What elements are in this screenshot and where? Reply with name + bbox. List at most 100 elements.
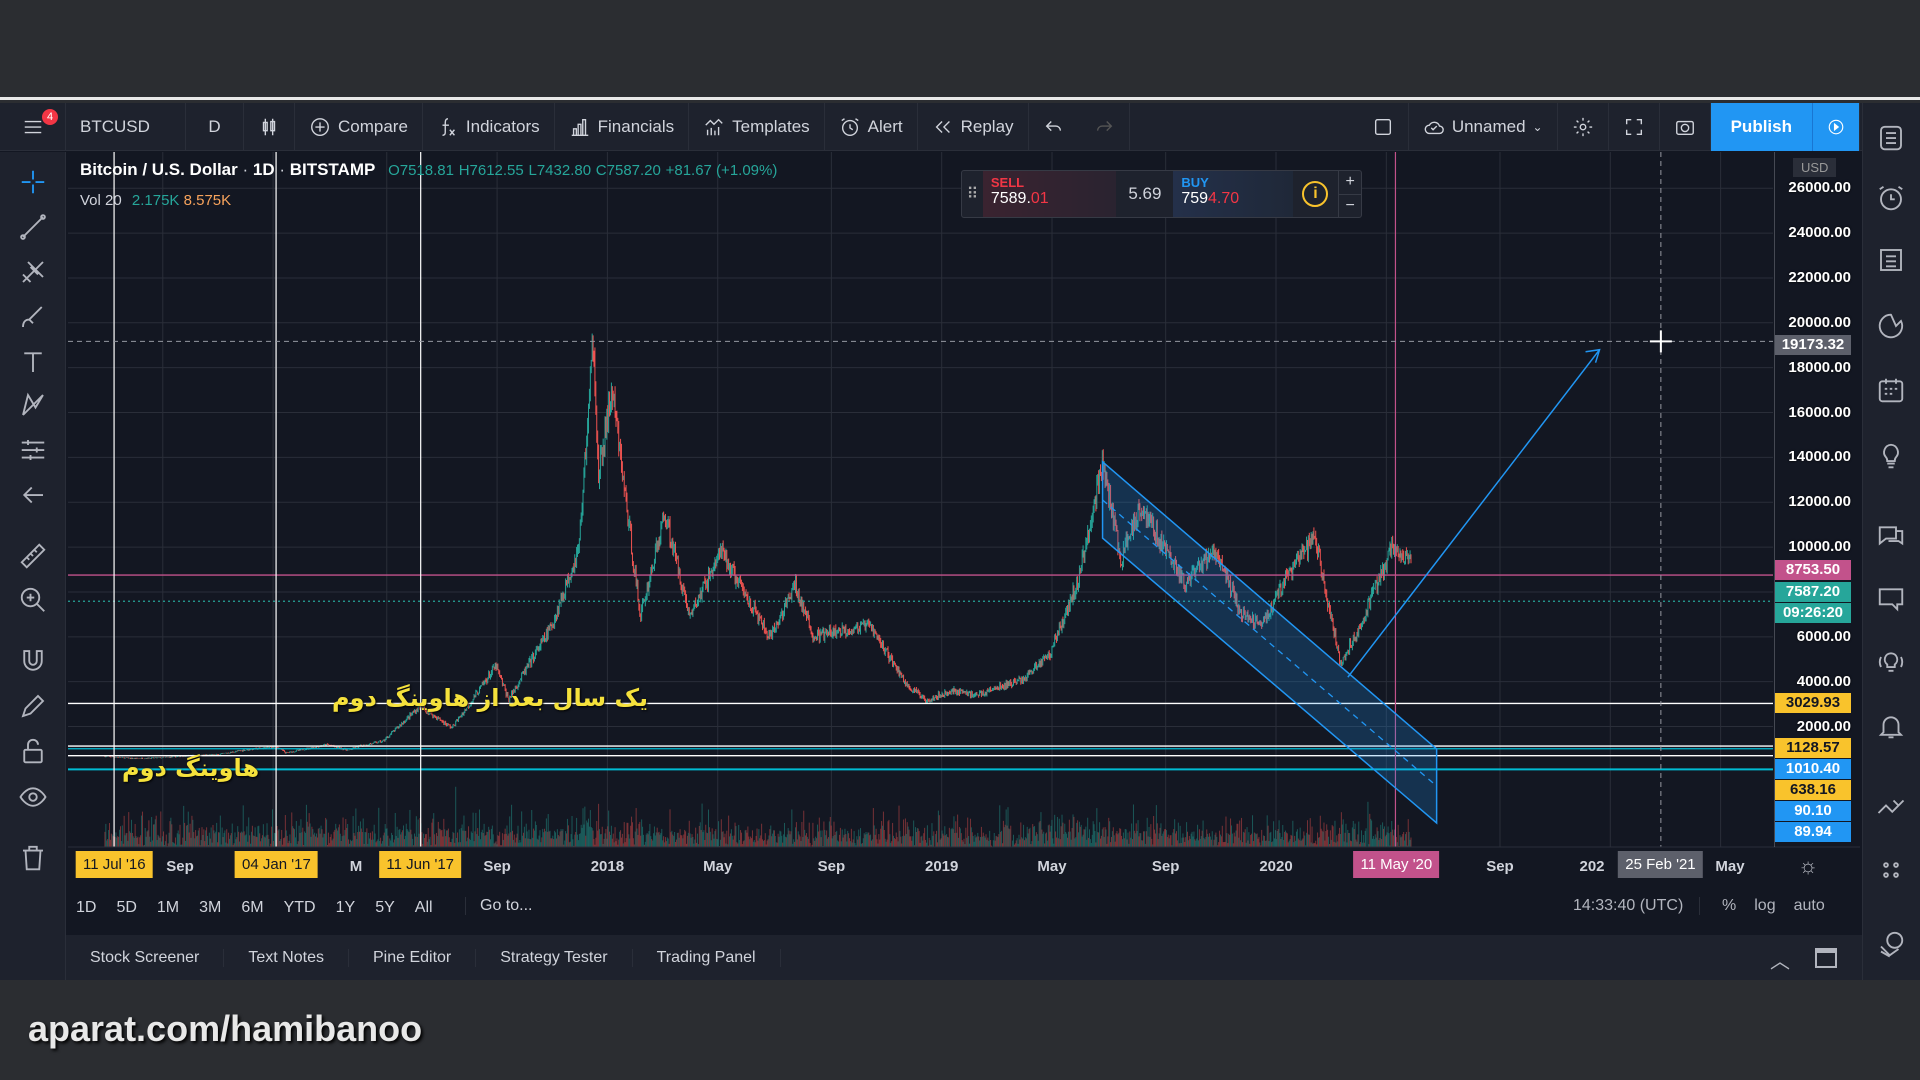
- sell-button[interactable]: SELL 7589.01: [982, 171, 1117, 217]
- watchlist-button[interactable]: [1876, 123, 1908, 155]
- more-button[interactable]: [1876, 855, 1908, 887]
- info-button[interactable]: i: [1293, 171, 1339, 217]
- range-all[interactable]: All: [414, 898, 433, 916]
- price-tick: 12000.00: [1788, 493, 1851, 511]
- quantity-minus-button[interactable]: −: [1339, 193, 1362, 218]
- annotation-one-year-after-halving[interactable]: یک سال بعد از هاوینگ دوم: [332, 684, 649, 712]
- scale-auto[interactable]: auto: [1793, 897, 1825, 914]
- tab-pine-editor[interactable]: Pine Editor: [349, 948, 477, 967]
- chats-button[interactable]: [1876, 521, 1908, 553]
- hide-drawings-button[interactable]: [18, 782, 48, 812]
- lock-drawings-button[interactable]: [18, 736, 48, 766]
- fib-tool[interactable]: [18, 257, 48, 287]
- magnet-tool[interactable]: [18, 646, 48, 676]
- sell-price-fraction: 01: [1030, 190, 1049, 207]
- templates-button[interactable]: Templates: [689, 102, 825, 151]
- replay-button[interactable]: Replay: [918, 102, 1029, 151]
- price-tick: 2000.00: [1796, 717, 1851, 735]
- time-tag: 11 Jul '16: [75, 851, 153, 878]
- volume-legend: Vol 20 2.175K 8.575K: [80, 192, 231, 209]
- clock-timezone[interactable]: 14:33:40 (UTC): [1573, 897, 1701, 915]
- range-5d[interactable]: 5D: [116, 898, 137, 916]
- indicators-button[interactable]: Indicators: [423, 102, 555, 151]
- magnet-icon: [23, 650, 43, 671]
- indicators-label: Indicators: [465, 116, 540, 136]
- range-6m[interactable]: 6M: [241, 898, 264, 916]
- streams-button[interactable]: [1876, 647, 1908, 679]
- ohlc-low: L7432.80: [528, 162, 592, 179]
- text-tool[interactable]: [18, 347, 48, 377]
- alerts-button[interactable]: [1876, 183, 1908, 215]
- symbol-search[interactable]: BTCUSD: [66, 102, 186, 151]
- brush-tool[interactable]: [18, 302, 48, 332]
- maximize-panel-icon[interactable]: [1815, 948, 1837, 968]
- chart-style-button[interactable]: [244, 102, 295, 151]
- interval-button[interactable]: D: [186, 102, 244, 151]
- calendar-button[interactable]: [1876, 375, 1908, 407]
- range-3m[interactable]: 3M: [199, 898, 222, 916]
- fullscreen-button[interactable]: [1609, 102, 1660, 151]
- tab-stock-screener[interactable]: Stock Screener: [66, 948, 225, 967]
- hotlists-button[interactable]: [1876, 311, 1908, 343]
- remove-drawings-button[interactable]: [18, 843, 48, 873]
- dom-button[interactable]: [1876, 793, 1908, 825]
- range-ytd[interactable]: YTD: [283, 898, 316, 916]
- crypto-button[interactable]: [1876, 929, 1908, 961]
- volume-value: 2.175K: [131, 192, 180, 209]
- layout-name: Unnamed: [1451, 116, 1526, 136]
- axis-settings-icon[interactable]: ☼: [1798, 853, 1819, 878]
- compare-button[interactable]: Compare: [295, 102, 423, 151]
- redo-button[interactable]: [1079, 102, 1130, 151]
- range-1y[interactable]: 1Y: [335, 898, 356, 916]
- tradingview-app: [0, 103, 1920, 980]
- range-1d[interactable]: 1D: [76, 898, 97, 916]
- back-button[interactable]: [18, 480, 48, 510]
- quantity-plus-button[interactable]: +: [1345, 173, 1355, 190]
- range-1m[interactable]: 1M: [156, 898, 180, 916]
- drag-handle-icon[interactable]: ⠿: [966, 186, 979, 203]
- measure-tool[interactable]: [18, 541, 48, 571]
- undo-icon: [1045, 120, 1061, 131]
- price-axis[interactable]: USD 26000.00 24000.00 22000.00 20000.00 1800…: [1774, 152, 1859, 847]
- zoom-tool[interactable]: [18, 585, 48, 615]
- menu-button[interactable]: 4: [0, 102, 66, 151]
- scale-percent[interactable]: %: [1722, 897, 1737, 914]
- snapshot-button[interactable]: [1660, 102, 1711, 151]
- publish-video-button[interactable]: [1812, 102, 1860, 151]
- tab-text-notes[interactable]: Text Notes: [224, 948, 349, 967]
- data-window-button[interactable]: [1876, 245, 1908, 277]
- layout-button[interactable]: [1358, 102, 1409, 151]
- range-5y[interactable]: 5Y: [375, 898, 395, 916]
- crosshair-tool[interactable]: [18, 167, 48, 197]
- tab-strategy-tester[interactable]: Strategy Tester: [476, 948, 633, 967]
- settings-button[interactable]: [1558, 102, 1609, 151]
- undo-button[interactable]: [1029, 103, 1079, 151]
- legend-exchange: BITSTAMP: [289, 160, 376, 179]
- price-tag: 8753.50: [1775, 560, 1851, 580]
- pattern-tool[interactable]: [18, 390, 48, 420]
- trendline-tool[interactable]: [18, 212, 48, 242]
- notifications-button[interactable]: [1876, 711, 1908, 743]
- tab-trading-panel[interactable]: Trading Panel: [633, 948, 781, 967]
- annotation-second-halving[interactable]: هاوینگ دوم: [122, 754, 260, 782]
- currency-label[interactable]: USD: [1793, 158, 1837, 177]
- financials-button[interactable]: Financials: [555, 102, 690, 151]
- text-icon: [24, 352, 42, 372]
- alert-label: Alert: [867, 116, 903, 136]
- ideas-button[interactable]: [1876, 441, 1908, 473]
- lightbulb-icon: [1883, 443, 1899, 469]
- grid-dots-icon: [1883, 862, 1899, 878]
- prediction-tool[interactable]: [18, 435, 48, 465]
- publish-button[interactable]: Publish: [1710, 102, 1812, 151]
- alert-button[interactable]: Alert: [825, 102, 918, 151]
- drawing-toolbar: [0, 152, 66, 980]
- save-layout-button[interactable]: Unnamed ⌄: [1409, 102, 1558, 151]
- goto-date-button[interactable]: Go to...: [465, 897, 532, 915]
- templates-label: Templates: [732, 116, 810, 136]
- buy-button[interactable]: BUY 7594.70: [1173, 171, 1293, 217]
- scale-log[interactable]: log: [1754, 897, 1776, 914]
- stay-drawing-tool[interactable]: [18, 691, 48, 721]
- chevron-up-icon[interactable]: ︿: [1770, 951, 1790, 973]
- comments-button[interactable]: [1876, 583, 1908, 615]
- crosshair-icon: [21, 170, 45, 194]
